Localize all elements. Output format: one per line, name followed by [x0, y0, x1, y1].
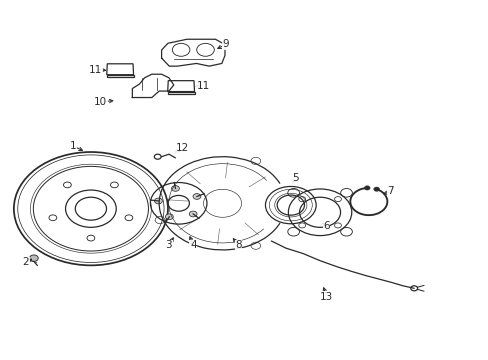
- Text: 2: 2: [22, 257, 29, 267]
- Text: 13: 13: [319, 292, 332, 302]
- Text: 8: 8: [235, 240, 242, 250]
- Text: 11: 11: [196, 81, 209, 91]
- Circle shape: [364, 186, 369, 190]
- Text: 7: 7: [386, 186, 393, 197]
- Text: 10: 10: [94, 97, 107, 107]
- Circle shape: [373, 187, 379, 191]
- Circle shape: [165, 214, 173, 220]
- Circle shape: [154, 198, 162, 204]
- Circle shape: [193, 194, 201, 199]
- Circle shape: [171, 185, 179, 191]
- Text: 3: 3: [165, 240, 172, 250]
- Text: 9: 9: [222, 40, 229, 49]
- Text: 12: 12: [175, 143, 188, 153]
- Text: 6: 6: [323, 221, 329, 231]
- Text: 1: 1: [69, 141, 76, 151]
- Text: 11: 11: [89, 64, 102, 75]
- Circle shape: [189, 211, 197, 217]
- Text: 4: 4: [190, 240, 196, 250]
- Circle shape: [29, 255, 38, 261]
- Text: 5: 5: [292, 173, 298, 183]
